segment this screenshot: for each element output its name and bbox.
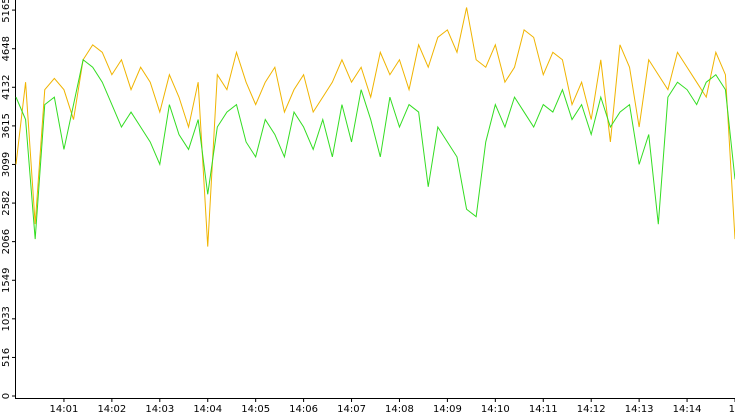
series-line xyxy=(15,58,735,240)
x-tick-label: 14:14 xyxy=(673,404,702,415)
x-tick-label: 14:09 xyxy=(433,404,462,415)
y-tick-label: 2582 xyxy=(1,190,12,215)
y-tick-label: 5165 xyxy=(1,0,12,23)
x-tick-label: 14:12 xyxy=(577,404,606,415)
x-tick-label: 14:04 xyxy=(193,404,222,415)
x-tick-label: 14 xyxy=(729,404,735,415)
x-tick-label: 14:02 xyxy=(97,404,126,415)
x-tick-label: 14:05 xyxy=(241,404,270,415)
x-tick-label: 14:13 xyxy=(625,404,654,415)
x-tick-label: 14:11 xyxy=(529,404,558,415)
x-tick-label: 14:03 xyxy=(145,404,174,415)
x-tick-label: 14:06 xyxy=(289,404,318,415)
y-tick-label: 516 xyxy=(1,348,12,367)
x-tick-label: 14:01 xyxy=(50,404,79,415)
y-tick-label: 1033 xyxy=(1,306,12,331)
series-line xyxy=(15,7,735,247)
x-tick-label: 14:08 xyxy=(385,404,414,415)
y-tick-label: 3099 xyxy=(1,152,12,177)
x-tick-label: 14:07 xyxy=(337,404,366,415)
y-tick-label: 1549 xyxy=(1,268,12,293)
y-tick-label: 3615 xyxy=(1,113,12,138)
x-tick-label: 14:10 xyxy=(481,404,510,415)
y-tick-label: 2066 xyxy=(1,229,12,254)
y-tick-label: 4132 xyxy=(1,75,12,100)
y-tick-label: 4648 xyxy=(1,36,12,61)
y-tick-label: 0 xyxy=(1,393,12,399)
